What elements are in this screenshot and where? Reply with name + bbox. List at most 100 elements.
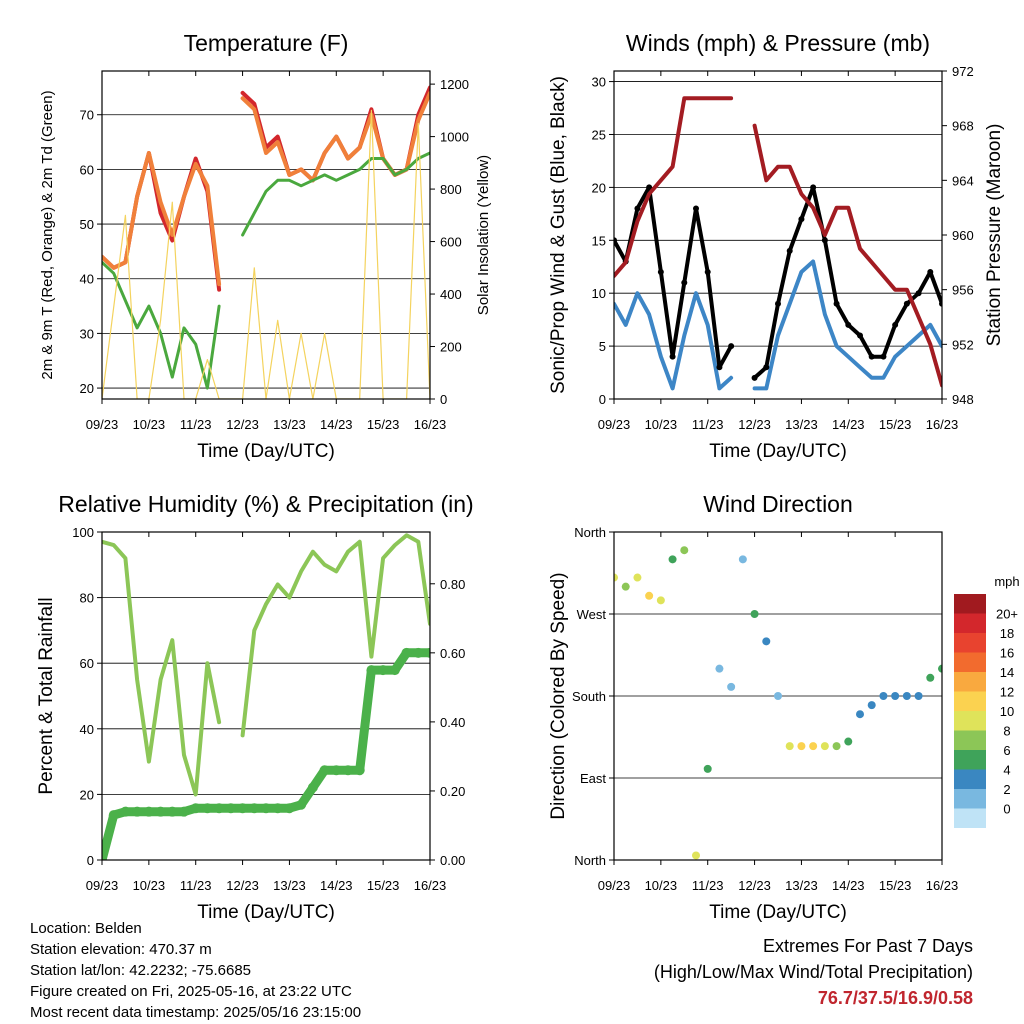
humidity-point-total-rainfall bbox=[237, 803, 248, 814]
legend-swatch bbox=[954, 808, 986, 828]
humidity-point-total-rainfall bbox=[143, 806, 154, 817]
winds-point-gust bbox=[693, 205, 699, 212]
humidity-ytick-label: 0 bbox=[87, 853, 94, 868]
temperature-xtick-label: 12/23 bbox=[226, 417, 259, 432]
direction-xtick-label: 11/23 bbox=[692, 878, 724, 893]
humidity-point-total-rainfall bbox=[120, 806, 131, 817]
humidity-plot-area bbox=[102, 533, 430, 860]
legend-label: 20+ bbox=[996, 607, 1018, 622]
legend-swatch bbox=[954, 750, 986, 770]
winds-xtick-label: 13/23 bbox=[785, 417, 818, 432]
winds-point-gust bbox=[728, 343, 735, 350]
humidity-point-total-rainfall bbox=[108, 810, 119, 821]
humidity-point-total-rainfall bbox=[284, 803, 295, 814]
direction-xtick-label: 13/23 bbox=[785, 878, 818, 893]
humidity-point-total-rainfall bbox=[401, 647, 412, 658]
humidity-point-total-rainfall bbox=[132, 806, 143, 817]
direction-point bbox=[633, 573, 642, 582]
humidity-xlabel: Time (Day/UTC) bbox=[197, 902, 335, 923]
direction-xtick-label: 14/23 bbox=[832, 878, 865, 893]
extremes-value: 76.7/37.5/16.9/0.58 bbox=[817, 988, 973, 1008]
winds-point-gust bbox=[669, 353, 676, 360]
extremes-heading: Extremes For Past 7 Days bbox=[762, 936, 973, 956]
winds-ytick-label: 10 bbox=[592, 286, 606, 301]
humidity-y2tick-label: 0.00 bbox=[440, 853, 465, 868]
winds-ytick-label: 15 bbox=[592, 233, 606, 248]
temperature-xtick-label: 15/23 bbox=[367, 417, 400, 432]
direction-point bbox=[738, 555, 747, 564]
winds-point-gust bbox=[892, 321, 899, 328]
direction-point bbox=[774, 692, 782, 700]
legend-swatch bbox=[954, 594, 986, 614]
winds-ytick-label: 30 bbox=[592, 75, 606, 90]
temperature-y2label: Solar Insolation (Yellow) bbox=[475, 155, 492, 315]
info-recent: Most recent data timestamp: 2025/05/16 2… bbox=[30, 1004, 362, 1021]
humidity-point-total-rainfall bbox=[378, 665, 389, 676]
direction-xtick-label: 15/23 bbox=[879, 878, 912, 893]
humidity-xtick-label: 12/23 bbox=[226, 878, 259, 893]
temperature-y2tick-label: 400 bbox=[440, 287, 462, 302]
winds-ytick-label: 5 bbox=[599, 339, 606, 354]
winds-y2tick-label: 968 bbox=[952, 119, 974, 134]
humidity-point-total-rainfall bbox=[354, 765, 365, 776]
humidity-point-total-rainfall bbox=[413, 647, 424, 658]
temperature-y2tick-label: 800 bbox=[440, 182, 462, 197]
humidity-xtick-label: 09/23 bbox=[86, 878, 119, 893]
direction-point bbox=[820, 742, 829, 751]
humidity-title: Relative Humidity (%) & Precipitation (i… bbox=[58, 491, 473, 517]
winds-y2tick-label: 972 bbox=[952, 64, 974, 79]
humidity-point-total-rainfall bbox=[225, 803, 236, 814]
legend-label: 14 bbox=[1000, 665, 1014, 680]
temperature-ytick-label: 70 bbox=[80, 108, 94, 123]
humidity-point-total-rainfall bbox=[249, 803, 260, 814]
humidity-ylabel: Percent & Total Rainfall bbox=[36, 597, 57, 794]
direction-ytick-label: East bbox=[580, 771, 606, 786]
humidity-point-total-rainfall bbox=[179, 806, 189, 817]
winds-point-gust bbox=[763, 364, 770, 371]
humidity-point-total-rainfall bbox=[167, 806, 178, 817]
winds-series-station-pressure bbox=[614, 96, 942, 388]
direction-point bbox=[692, 851, 700, 860]
direction-point bbox=[891, 692, 900, 700]
legend-swatch bbox=[954, 789, 986, 809]
legend-title: mph bbox=[994, 574, 1019, 589]
humidity-point-total-rainfall bbox=[319, 765, 330, 776]
legend-label: 4 bbox=[1003, 763, 1010, 778]
legend-label: 10 bbox=[1000, 704, 1014, 719]
direction-point bbox=[715, 664, 724, 673]
winds-series-sonic-prop-wind bbox=[614, 259, 942, 391]
winds-point-gust bbox=[786, 247, 793, 254]
winds-point-gust bbox=[657, 269, 664, 276]
winds-y2tick-label: 956 bbox=[952, 283, 974, 298]
direction-point bbox=[645, 591, 654, 600]
humidity-point-total-rainfall bbox=[202, 803, 213, 814]
direction-point bbox=[727, 682, 736, 691]
humidity-y2tick-label: 0.60 bbox=[440, 646, 465, 661]
temperature-series-2m-td bbox=[102, 151, 430, 390]
winds-plot-area bbox=[614, 96, 942, 391]
winds-y2label: Station Pressure (Maroon) bbox=[984, 124, 1005, 347]
humidity-point-total-rainfall bbox=[343, 765, 353, 776]
winds-title: Winds (mph) & Pressure (mb) bbox=[626, 30, 930, 56]
humidity-series-relative-humidity bbox=[102, 533, 430, 797]
direction-plot-area bbox=[614, 546, 942, 860]
legend-swatch bbox=[954, 691, 986, 711]
humidity-xtick-label: 14/23 bbox=[320, 878, 353, 893]
temperature-ytick-label: 60 bbox=[80, 162, 94, 177]
temperature-y2tick-label: 200 bbox=[440, 340, 462, 355]
winds-frame bbox=[613, 70, 943, 400]
info-elevation: Station elevation: 470.37 m bbox=[30, 941, 212, 958]
direction-ytick-label: West bbox=[577, 607, 607, 622]
humidity-point-total-rainfall bbox=[425, 647, 430, 658]
humidity-ytick-label: 80 bbox=[80, 591, 94, 606]
winds-point-gust bbox=[868, 353, 875, 360]
temperature-ytick-label: 40 bbox=[80, 272, 94, 287]
winds-ylabel: Sonic/Prop Wind & Gust (Blue, Black) bbox=[548, 76, 569, 394]
humidity-ytick-label: 60 bbox=[80, 656, 94, 671]
direction-ytick-label: North bbox=[574, 853, 606, 868]
direction-point bbox=[680, 546, 689, 555]
winds-point-gust bbox=[880, 353, 887, 360]
temperature-ytick-label: 20 bbox=[80, 381, 94, 396]
winds-xtick-label: 11/23 bbox=[692, 417, 724, 432]
direction-frame bbox=[613, 531, 943, 861]
